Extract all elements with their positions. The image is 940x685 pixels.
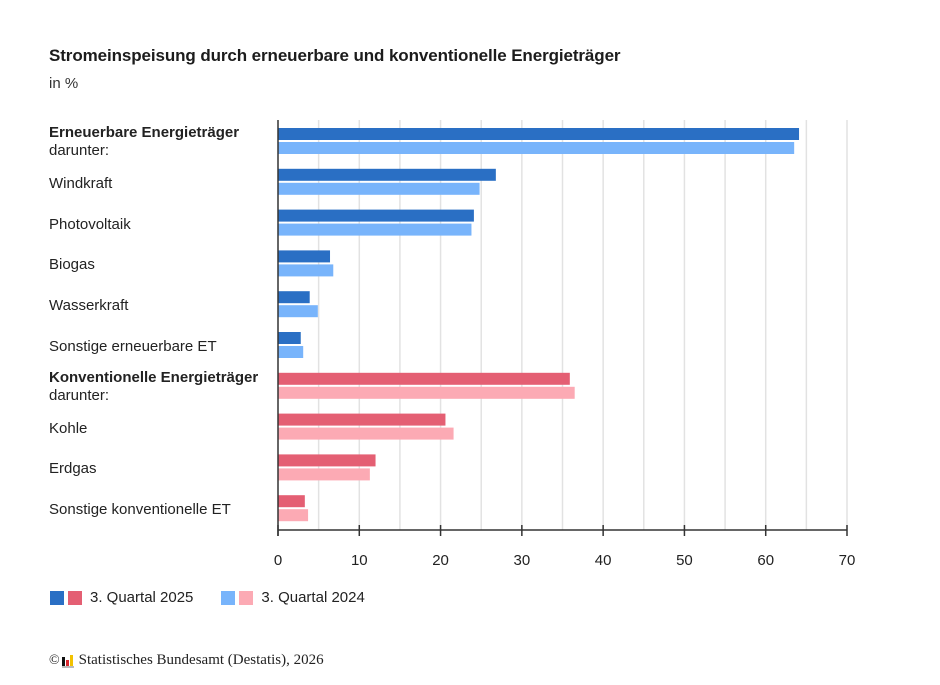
category-label-text: Windkraft — [49, 174, 113, 192]
category-label: Erneuerbare Energieträger darunter: — [49, 124, 239, 160]
destatis-logo-icon — [61, 654, 74, 668]
category-label-text: Kohle — [49, 419, 88, 437]
category-label-text: Sonstige konventionelle ET — [49, 501, 231, 519]
category-label-text: Biogas — [49, 256, 95, 274]
x-tick-label: 60 — [757, 552, 774, 569]
bar-2024: Sonstige erneuerbare ET – 3. Quartal 202… — [278, 346, 304, 358]
x-tick-label: 40 — [595, 552, 612, 569]
category-label-text: Wasserkraft — [49, 297, 129, 315]
bar-2024: Erdgas – 3. Quartal 2024: 11.3 — [278, 468, 370, 481]
category-sublabel: darunter: — [49, 142, 110, 159]
category-label: Wasserkraft — [49, 297, 128, 315]
category-label: Biogas — [49, 256, 95, 274]
source-text: Statistisches Bundesamt (Destatis), 2026 — [78, 652, 324, 668]
bar-2025: Sonstige erneuerbare ET – 3. Quartal 202… — [278, 332, 301, 344]
category-label: Photovoltaik — [49, 216, 131, 234]
gridlines — [317, 120, 848, 530]
source-footer: © Statistisches Bundesamt (Destatis), 20… — [49, 652, 324, 669]
x-tick-label: 0 — [274, 552, 282, 569]
legend-item-2025[interactable]: 3. Quartal 2025 — [50, 589, 193, 606]
bar-2024: Kohle – 3. Quartal 2024: 21.6 — [278, 427, 454, 440]
bar-2025: Sonstige konventionelle ET – 3. Quartal … — [278, 495, 305, 508]
bar-2024: Konventionelle Energieträger – 3. Quarta… — [278, 386, 575, 399]
bar-2024: Wasserkraft – 3. Quartal 2024: 4.9 — [278, 305, 318, 318]
bar-2024: Photovoltaik – 3. Quartal 2024: 23.8 — [278, 223, 472, 236]
bar-2025: Windkraft – 3. Quartal 2025: 26.8 — [278, 168, 496, 181]
x-tick-label: 70 — [839, 552, 856, 569]
bar-2024: Biogas – 3. Quartal 2024: 6.8 — [278, 264, 334, 277]
x-tick-label: 10 — [351, 552, 368, 569]
copyright-icon: © — [49, 652, 60, 668]
category-label: Erdgas — [49, 460, 97, 478]
legend-label-2025: 3. Quartal 2025 — [90, 589, 194, 606]
bars: Erneuerbare Energieträger – 3. Quartal 2… — [278, 128, 800, 522]
category-label: Windkraft — [49, 175, 112, 193]
chart-title: Stromeinspeisung durch erneuerbare und k… — [49, 46, 621, 65]
legend: 3. Quartal 2025 3. Quartal 2024 — [50, 589, 393, 606]
bar-2025: Wasserkraft – 3. Quartal 2025: 3.9 — [278, 291, 310, 304]
category-label-text: Sonstige erneuerbare ET — [49, 338, 217, 355]
x-tick-label: 50 — [676, 552, 693, 569]
chart-subtitle: in % — [49, 75, 79, 92]
category-label-text: Erdgas — [49, 460, 97, 478]
legend-swatch-conventional-2024 — [239, 590, 254, 605]
category-label-text: Erneuerbare Energieträger — [49, 124, 240, 141]
category-label: Kohle — [49, 420, 87, 438]
category-label: Sonstige konventionelle ET — [49, 501, 231, 519]
bar-2024: Sonstige konventionelle ET – 3. Quartal … — [278, 509, 309, 522]
bar-2025: Konventionelle Energieträger – 3. Quarta… — [278, 372, 570, 385]
category-label: Sonstige erneuerbare ET — [49, 338, 217, 356]
category-label-text: Photovoltaik — [49, 215, 131, 233]
legend-label-2024: 3. Quartal 2024 — [261, 589, 365, 606]
legend-swatch-conventional-2025 — [68, 590, 82, 605]
x-axis: 0 10 20 30 40 50 60 70 — [274, 120, 856, 569]
bar-2024: Windkraft – 3. Quartal 2024: 24.8 — [278, 182, 480, 195]
bar-2025: Biogas – 3. Quartal 2025: 6.4 — [278, 250, 331, 263]
bar-2025: Erdgas – 3. Quartal 2025: 12 — [278, 454, 376, 467]
category-label: Konventionelle Energieträger darunter: — [49, 369, 258, 405]
category-label-text: Konventionelle Energieträger — [49, 368, 259, 386]
bar-2025: Kohle – 3. Quartal 2025: 20.6 — [278, 413, 446, 426]
bar-2025: Erneuerbare Energieträger – 3. Quartal 2… — [278, 128, 800, 140]
x-tick-label: 30 — [514, 552, 531, 569]
x-tick-label: 20 — [432, 552, 449, 569]
legend-item-2024[interactable]: 3. Quartal 2024 — [221, 589, 365, 606]
legend-swatch-renewable-2025 — [50, 590, 64, 605]
bar-2024: Erneuerbare Energieträger – 3. Quartal 2… — [278, 142, 795, 154]
legend-swatch-renewable-2024 — [221, 590, 236, 605]
bar-2025: Photovoltaik – 3. Quartal 2025: 24.1 — [278, 209, 474, 222]
category-sublabel: darunter: — [49, 386, 110, 404]
